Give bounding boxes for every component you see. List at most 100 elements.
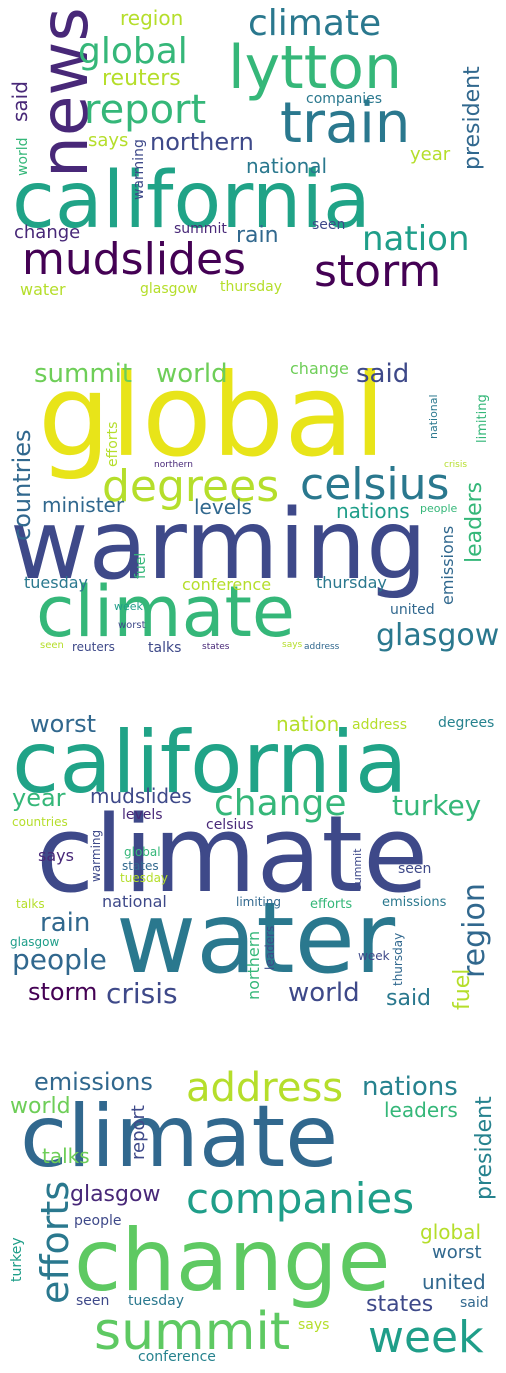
word: week (368, 1312, 484, 1363)
word: says (38, 846, 74, 865)
word: climate (36, 793, 429, 916)
word: states (202, 642, 230, 652)
word: report (128, 1105, 149, 1160)
word: summit (34, 359, 133, 389)
word: rain (40, 908, 91, 938)
word: says (298, 1317, 330, 1333)
word: storm (28, 978, 98, 1006)
word: said (460, 1295, 489, 1311)
word: united (422, 1270, 486, 1294)
word: global (38, 349, 386, 482)
word: national (246, 154, 328, 178)
word: world (156, 359, 228, 389)
word: seen (312, 217, 346, 233)
word: week (114, 600, 143, 613)
word: mudslides (22, 234, 246, 285)
word: president (472, 1096, 497, 1200)
word: northern (154, 460, 193, 470)
word: week (358, 949, 390, 963)
word: leaders (384, 1098, 458, 1122)
word: northern (150, 128, 254, 156)
word: limiting (236, 895, 281, 909)
word: climate (36, 571, 295, 653)
word: train (280, 91, 411, 156)
word: fuel (450, 968, 475, 1010)
word: thursday (316, 573, 387, 592)
word: warming (131, 139, 147, 200)
word: tuesday (24, 573, 89, 592)
word: water (116, 882, 396, 996)
word: climate (248, 3, 382, 44)
word: talks (148, 640, 182, 656)
word: worst (432, 1242, 482, 1263)
word: change (214, 783, 347, 824)
word: seen (76, 1293, 110, 1309)
word: thursday (220, 279, 283, 295)
word: emissions (438, 525, 457, 605)
word: says (88, 130, 129, 151)
word: crisis (106, 977, 178, 1010)
word: summit (94, 1302, 291, 1362)
word: countries (12, 815, 68, 829)
word: talks (16, 897, 45, 911)
word: water (20, 280, 66, 299)
word: rain (236, 223, 279, 248)
word: california (12, 713, 408, 813)
word: change (14, 222, 81, 243)
word: turkey (9, 1237, 25, 1282)
word: summit (174, 221, 227, 237)
word: global (420, 1220, 481, 1244)
word: levels (194, 495, 252, 519)
word: people (12, 943, 107, 976)
word: year (410, 144, 451, 165)
word: states (366, 1292, 434, 1317)
word: emissions (34, 1068, 153, 1096)
word: address (186, 1065, 344, 1111)
word: nation (276, 712, 340, 736)
word: change (290, 359, 349, 378)
word: reuters (72, 640, 115, 654)
word: efforts (33, 1180, 77, 1304)
word: world (15, 137, 31, 176)
word: fuel (133, 552, 149, 579)
word: national (427, 394, 440, 439)
word: countries (8, 429, 36, 541)
word: storm (314, 246, 442, 297)
word: reuters (102, 66, 181, 91)
word: glasgow (140, 281, 198, 297)
word: celsius (206, 817, 254, 833)
word: worst (30, 710, 97, 738)
word: national (102, 892, 167, 911)
word: seen (398, 861, 432, 877)
word: nations (336, 499, 410, 523)
word: region (457, 883, 492, 978)
word: nation (362, 219, 470, 259)
word: world (288, 978, 360, 1008)
word: region (120, 6, 184, 30)
word: climate (20, 1087, 339, 1187)
word: conference (182, 575, 272, 594)
word: global (124, 845, 161, 859)
word: nations (362, 1072, 458, 1102)
word: degrees (102, 461, 280, 512)
word: glasgow (376, 618, 500, 653)
word: address (352, 717, 408, 733)
word: efforts (310, 897, 353, 912)
word: celsius (300, 459, 450, 510)
word: united (390, 602, 435, 618)
word: said (356, 359, 410, 389)
word: warming (10, 489, 428, 601)
word: companies (186, 1174, 415, 1223)
word: lytton (228, 33, 402, 103)
word: talks (42, 1144, 90, 1168)
word: change (74, 1211, 391, 1311)
word: companies (306, 91, 383, 107)
word: northern (244, 930, 263, 1000)
word: report (84, 87, 207, 133)
word: worst (118, 620, 146, 631)
word: seen (40, 640, 64, 651)
word: global (78, 31, 188, 72)
word: limiting (475, 394, 490, 443)
word: leaders (263, 925, 277, 970)
word: levels (122, 807, 163, 823)
